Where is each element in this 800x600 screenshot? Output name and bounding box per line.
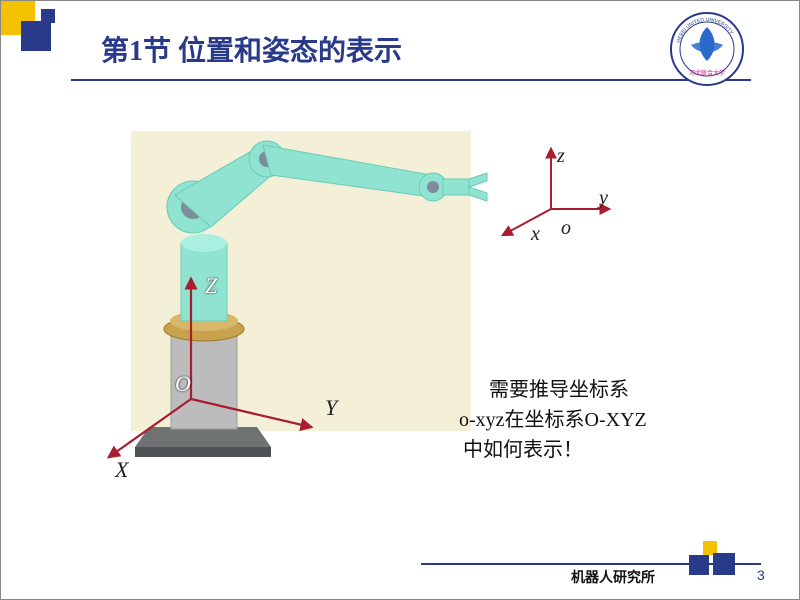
axis-label-Z: Z [205, 273, 217, 299]
slide-title: 第1节 位置和姿态的表示 [101, 29, 402, 69]
origin-label-o: o [561, 217, 571, 240]
slide: 第1节 位置和姿态的表示 HEBEI UNITED UNIVERSITY 河北联… [0, 0, 800, 600]
footer-rule [421, 563, 761, 565]
axis-label-Y: Y [325, 395, 337, 421]
corner-sq-3 [41, 9, 55, 23]
caption-line-3: 中如何表示！ [463, 433, 583, 462]
footer-sq-3 [713, 553, 735, 575]
axis-label-y: y [599, 187, 608, 210]
corner-decoration [1, 1, 61, 61]
axis-label-x: x [531, 223, 540, 246]
axis-label-X: X [115, 457, 128, 483]
page-number: 3 [757, 567, 765, 583]
footer-org: 机器人研究所 [571, 567, 655, 587]
robot-arm [135, 141, 487, 457]
university-logo: HEBEI UNITED UNIVERSITY 河北联合大学 [669, 11, 745, 87]
footer-sq-1 [689, 555, 709, 575]
axis-label-z: z [557, 145, 565, 168]
corner-sq-2 [21, 21, 51, 51]
tool-coordinate-frame [503, 149, 609, 235]
caption-line-1: 需要推导坐标系 [489, 373, 629, 402]
caption-line-2: o-xyz在坐标系O-XYZ [459, 403, 647, 432]
title-rule [71, 79, 751, 81]
origin-label-O: O [175, 371, 191, 397]
svg-text:河北联合大学: 河北联合大学 [689, 69, 725, 77]
